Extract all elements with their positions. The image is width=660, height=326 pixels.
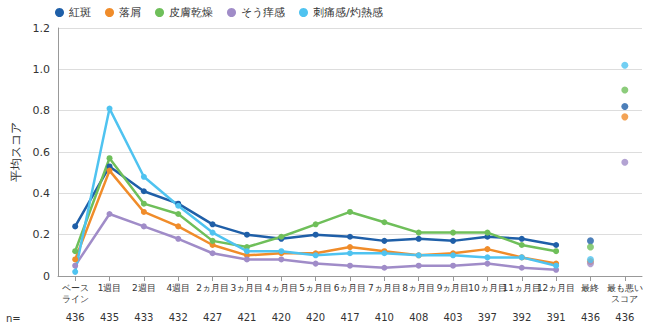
svg-text:0.6: 0.6: [33, 146, 51, 159]
svg-text:420: 420: [272, 312, 291, 323]
svg-text:2ヵ月目: 2ヵ月目: [196, 283, 229, 293]
svg-text:420: 420: [306, 312, 325, 323]
svg-text:紅斑: 紅斑: [69, 6, 91, 19]
svg-text:ベース: ベース: [62, 283, 89, 293]
svg-text:最も悪い: 最も悪い: [607, 283, 643, 293]
svg-text:7ヵ月目: 7ヵ月目: [368, 283, 401, 293]
svg-text:0.4: 0.4: [33, 187, 51, 200]
svg-text:435: 435: [100, 312, 119, 323]
svg-text:9ヵ月目: 9ヵ月目: [437, 283, 470, 293]
svg-text:421: 421: [237, 312, 256, 323]
svg-text:落屑: 落屑: [119, 6, 141, 19]
svg-text:刺痛感/灼熱感: 刺痛感/灼熱感: [313, 6, 383, 19]
svg-text:1週目: 1週目: [98, 283, 122, 293]
svg-text:432: 432: [169, 312, 188, 323]
svg-text:スコア: スコア: [611, 294, 638, 304]
svg-text:平均スコア: 平均スコア: [9, 122, 23, 182]
svg-text:3ヵ月目: 3ヵ月目: [231, 283, 264, 293]
svg-text:ライン: ライン: [62, 294, 89, 304]
svg-text:11ヵ月目: 11ヵ月目: [503, 283, 541, 293]
svg-text:0.8: 0.8: [33, 104, 51, 117]
svg-text:10ヵ月目: 10ヵ月目: [468, 283, 506, 293]
svg-text:410: 410: [375, 312, 394, 323]
svg-text:403: 403: [444, 312, 463, 323]
svg-text:392: 392: [512, 312, 531, 323]
svg-text:6ヵ月目: 6ヵ月目: [334, 283, 367, 293]
svg-text:436: 436: [581, 312, 600, 323]
svg-text:5ヵ月目: 5ヵ月目: [299, 283, 332, 293]
svg-text:n=: n=: [6, 313, 21, 324]
svg-text:0.2: 0.2: [33, 228, 51, 241]
svg-text:0: 0: [43, 270, 50, 283]
svg-text:436: 436: [615, 312, 634, 323]
svg-text:4ヵ月目: 4ヵ月目: [265, 283, 298, 293]
svg-text:2週目: 2週目: [132, 283, 156, 293]
svg-text:そう痒感: そう痒感: [241, 6, 285, 19]
svg-text:417: 417: [340, 312, 359, 323]
svg-text:433: 433: [134, 312, 153, 323]
svg-text:1.0: 1.0: [33, 63, 51, 76]
svg-text:427: 427: [203, 312, 222, 323]
svg-text:391: 391: [547, 312, 566, 323]
svg-text:最終: 最終: [581, 283, 599, 293]
svg-text:8ヵ月目: 8ヵ月目: [402, 283, 435, 293]
svg-text:1.2: 1.2: [33, 22, 51, 35]
svg-text:397: 397: [478, 312, 497, 323]
svg-text:皮膚乾燥: 皮膚乾燥: [169, 6, 213, 19]
svg-text:436: 436: [66, 312, 85, 323]
svg-text:4週目: 4週目: [166, 283, 190, 293]
svg-text:408: 408: [409, 312, 428, 323]
svg-text:12ヵ月目: 12ヵ月目: [537, 283, 575, 293]
